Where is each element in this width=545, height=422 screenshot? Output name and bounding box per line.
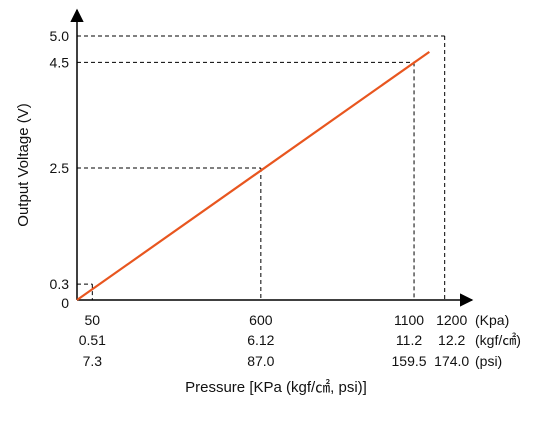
y-tick-label: 0.3 xyxy=(50,276,70,292)
x-tick-label-psi: 159.5 xyxy=(392,353,427,369)
x-tick-labels: 50 0.51 7.3 600 6.12 87.0 1100 11.2 159.5 1200 12.… xyxy=(79,312,470,369)
x-tick-label-psi: 174.0 xyxy=(434,353,469,369)
x-tick-label-kpa: 50 xyxy=(85,312,101,328)
x-tick-label-kgf: 6.12 xyxy=(247,332,274,348)
x-axis-label: Pressure [KPa (kgf/㎠, psi)] xyxy=(185,379,367,396)
unit-label-kgf: (kgf/㎠) xyxy=(475,332,521,348)
x-tick-label-kpa: 1100 xyxy=(394,312,424,328)
x-tick-label-kgf: 11.2 xyxy=(396,332,422,348)
y-tick-label: 5.0 xyxy=(50,28,70,44)
x-tick-label-psi: 7.3 xyxy=(83,353,103,369)
y-axis-label: Output Voltage (V) xyxy=(15,103,32,226)
y-tick-label: 4.5 xyxy=(50,54,70,70)
y-tick-label: 2.5 xyxy=(50,160,70,176)
guide-lines xyxy=(77,35,446,300)
unit-label-psi: (psi) xyxy=(475,353,502,369)
x-tick-label-kgf: 12.2 xyxy=(438,332,465,348)
x-tick-label-kgf: 0.51 xyxy=(79,332,106,348)
x-tick-label-psi: 87.0 xyxy=(247,353,274,369)
y-tick-labels: 0 0.3 2.5 4.5 5.0 xyxy=(50,28,70,311)
x-tick-label-kpa: 1200 xyxy=(436,312,467,328)
x-tick-label-kpa: 600 xyxy=(249,312,273,328)
unit-label-kpa: (Kpa) xyxy=(475,312,509,328)
series-layer xyxy=(76,50,430,301)
y-tick-label: 0 xyxy=(61,295,69,311)
series-line xyxy=(76,50,430,301)
unit-labels: (Kpa) (kgf/㎠) (psi) xyxy=(475,312,521,369)
